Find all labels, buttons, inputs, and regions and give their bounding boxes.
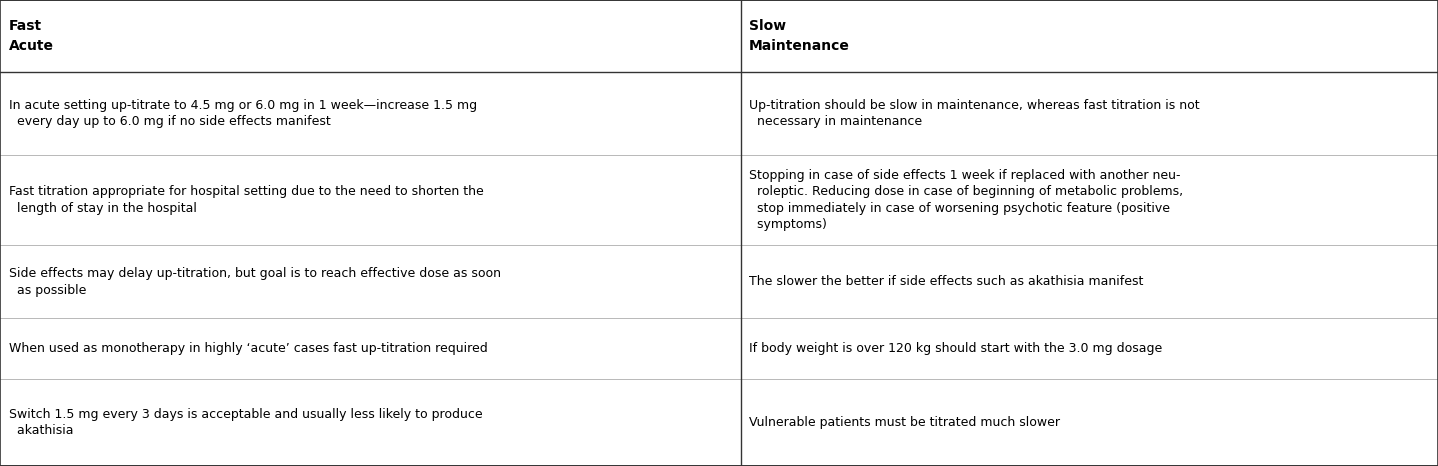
Text: Side effects may delay up-titration, but goal is to reach effective dose as soon: Side effects may delay up-titration, but… <box>9 267 500 297</box>
Text: If body weight is over 120 kg should start with the 3.0 mg dosage: If body weight is over 120 kg should sta… <box>749 343 1162 356</box>
Text: Fast titration appropriate for hospital setting due to the need to shorten the
 : Fast titration appropriate for hospital … <box>9 185 483 215</box>
Text: In acute setting up-titrate to 4.5 mg or 6.0 mg in 1 week—increase 1.5 mg
  ever: In acute setting up-titrate to 4.5 mg or… <box>9 99 477 128</box>
Text: Vulnerable patients must be titrated much slower: Vulnerable patients must be titrated muc… <box>749 416 1060 429</box>
Text: Acute: Acute <box>9 39 53 54</box>
Text: Slow: Slow <box>749 19 787 33</box>
Text: Up-titration should be slow in maintenance, whereas fast titration is not
  nece: Up-titration should be slow in maintenan… <box>749 99 1199 128</box>
Text: Fast: Fast <box>9 19 42 33</box>
Text: Maintenance: Maintenance <box>749 39 850 54</box>
Text: The slower the better if side effects such as akathisia manifest: The slower the better if side effects su… <box>749 275 1143 288</box>
Text: When used as monotherapy in highly ‘acute’ cases fast up-titration required: When used as monotherapy in highly ‘acut… <box>9 343 487 356</box>
Text: Stopping in case of side effects 1 week if replaced with another neu-
  roleptic: Stopping in case of side effects 1 week … <box>749 169 1183 232</box>
Text: Switch 1.5 mg every 3 days is acceptable and usually less likely to produce
  ak: Switch 1.5 mg every 3 days is acceptable… <box>9 408 482 438</box>
